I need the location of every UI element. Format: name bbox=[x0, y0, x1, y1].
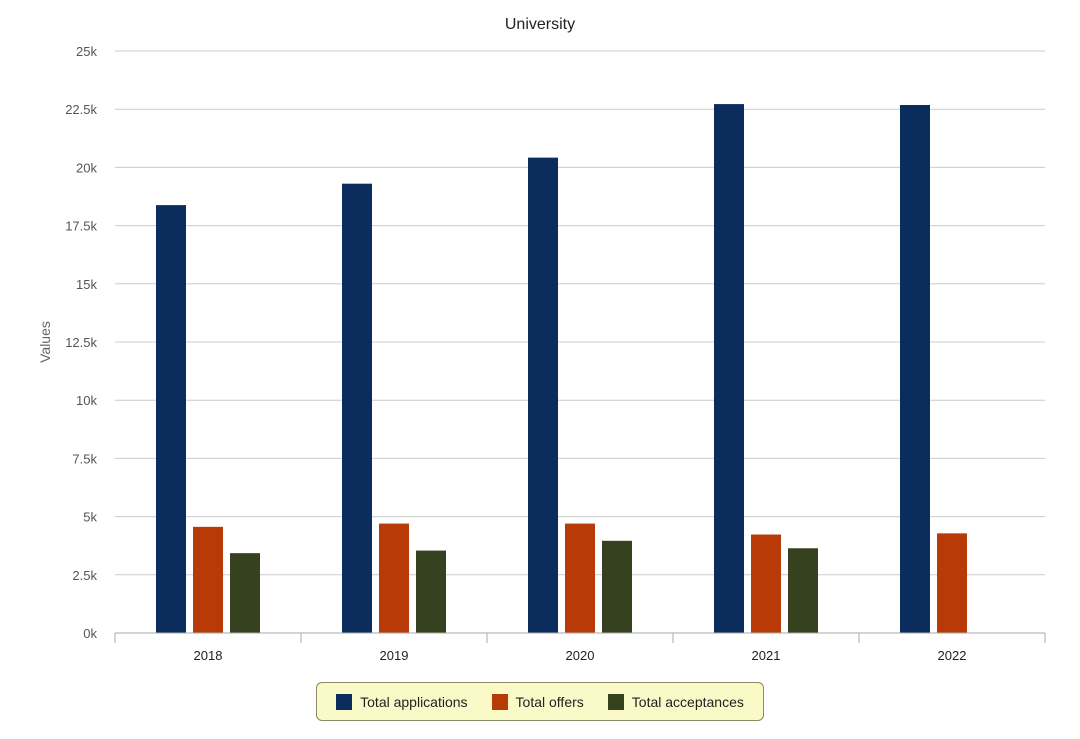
y-tick-label: 25k bbox=[76, 44, 97, 59]
bars bbox=[156, 104, 967, 634]
bar-total-acceptances-2021[interactable] bbox=[788, 548, 818, 633]
bar-total-applications-2020[interactable] bbox=[528, 157, 558, 633]
y-tick-label: 22.5k bbox=[65, 102, 97, 117]
y-axis-ticks: 0k 2.5k 5k 7.5k 10k 12.5k 15k 17.5k 20k 22.5k 25k bbox=[65, 44, 97, 641]
legend-swatch-total-offers bbox=[491, 693, 508, 710]
legend-item-total-offers[interactable]: Total offers bbox=[491, 693, 584, 710]
bar-total-applications-2021[interactable] bbox=[714, 104, 744, 634]
x-tick-label: 2018 bbox=[194, 648, 223, 663]
y-tick-label: 2.5k bbox=[72, 568, 97, 583]
legend-swatch-total-applications bbox=[336, 693, 353, 710]
y-tick-label: 20k bbox=[76, 160, 97, 175]
legend-item-total-acceptances[interactable]: Total acceptances bbox=[607, 693, 744, 710]
bar-total-offers-2022[interactable] bbox=[937, 533, 967, 633]
legend-item-total-applications[interactable]: Total applications bbox=[336, 693, 468, 710]
bar-total-acceptances-2019[interactable] bbox=[416, 550, 446, 633]
legend-label-total-acceptances: Total acceptances bbox=[631, 693, 744, 710]
y-tick-label: 0k bbox=[83, 626, 97, 641]
legend-label-total-offers: Total offers bbox=[515, 693, 584, 710]
chart-title: University bbox=[505, 16, 575, 33]
legend-label-total-applications: Total applications bbox=[360, 693, 468, 710]
y-axis-label: Values bbox=[37, 321, 53, 363]
y-tick-label: 15k bbox=[76, 277, 97, 292]
legend-swatch-total-acceptances bbox=[607, 693, 624, 710]
x-tick-label: 2022 bbox=[938, 648, 967, 663]
x-tick-label: 2021 bbox=[752, 648, 781, 663]
bar-total-offers-2020[interactable] bbox=[565, 523, 595, 633]
y-tick-label: 5k bbox=[83, 510, 97, 525]
bar-total-acceptances-2020[interactable] bbox=[602, 540, 632, 633]
bar-total-applications-2019[interactable] bbox=[342, 183, 372, 634]
y-tick-label: 17.5k bbox=[65, 219, 97, 234]
bar-total-acceptances-2018[interactable] bbox=[230, 553, 260, 633]
gridlines bbox=[115, 50, 1045, 576]
x-axis: 2018 2019 2020 2021 2022 bbox=[114, 632, 1046, 663]
bar-total-offers-2021[interactable] bbox=[751, 534, 781, 633]
y-tick-label: 7.5k bbox=[72, 451, 97, 466]
bar-total-applications-2018[interactable] bbox=[156, 205, 186, 634]
y-tick-label: 12.5k bbox=[65, 335, 97, 350]
bar-total-offers-2018[interactable] bbox=[193, 526, 223, 633]
x-tick-label: 2019 bbox=[380, 648, 409, 663]
bar-total-offers-2019[interactable] bbox=[379, 523, 409, 633]
y-tick-label: 10k bbox=[76, 393, 97, 408]
legend: Total applications Total offers Total ac… bbox=[316, 682, 764, 721]
x-tick-label: 2020 bbox=[566, 648, 595, 663]
bar-total-applications-2022[interactable] bbox=[900, 105, 930, 634]
